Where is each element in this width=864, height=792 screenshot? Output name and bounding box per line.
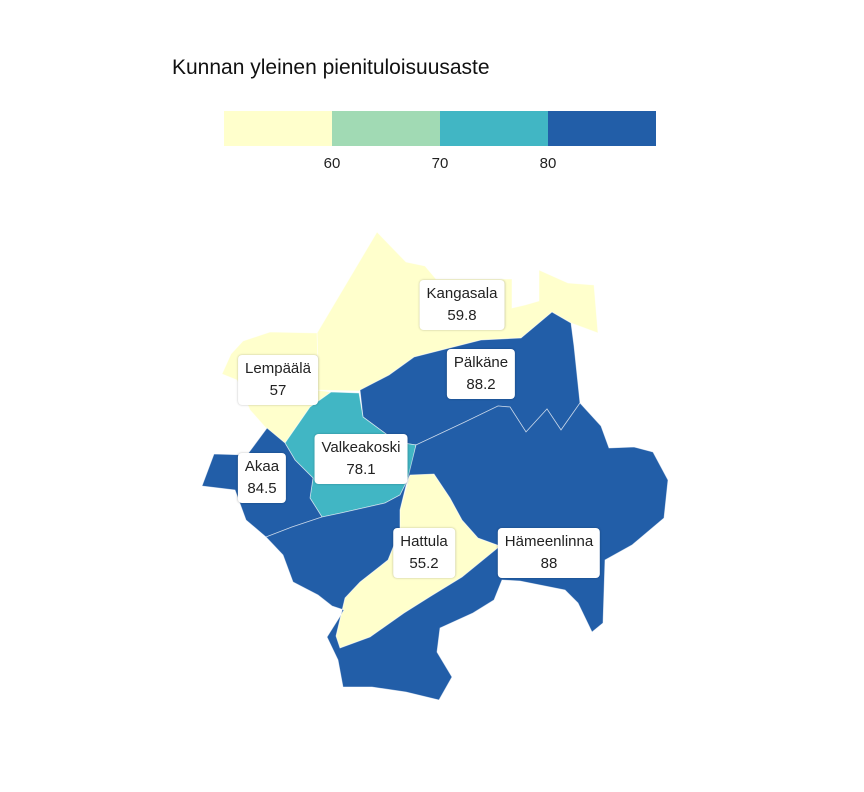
legend-tick-80: 80 [539, 155, 557, 172]
map-title: Kunnan yleinen pienituloisuusaste [172, 56, 490, 79]
legend-tick-60: 60 [323, 155, 341, 172]
legend-swatch-3 [440, 111, 548, 146]
label-kangasala: Kangasala 59.8 [419, 280, 505, 330]
label-akaa: Akaa 84.5 [237, 453, 287, 503]
label-hameenlinna: Hämeenlinna 88 [497, 528, 601, 578]
legend-swatch-2 [332, 111, 440, 146]
legend-tick-70: 70 [431, 155, 449, 172]
label-lempaala: Lempäälä 57 [238, 355, 318, 405]
label-hattula: Hattula 55.2 [393, 528, 455, 578]
legend-swatch-1 [224, 111, 332, 146]
label-palkane: Pälkäne 88.2 [446, 349, 516, 399]
label-valkeakoski: Valkeakoski 78.1 [314, 434, 408, 484]
color-legend [224, 111, 656, 146]
legend-swatch-4 [548, 111, 656, 146]
region-hameenlinna[interactable] [265, 402, 669, 701]
